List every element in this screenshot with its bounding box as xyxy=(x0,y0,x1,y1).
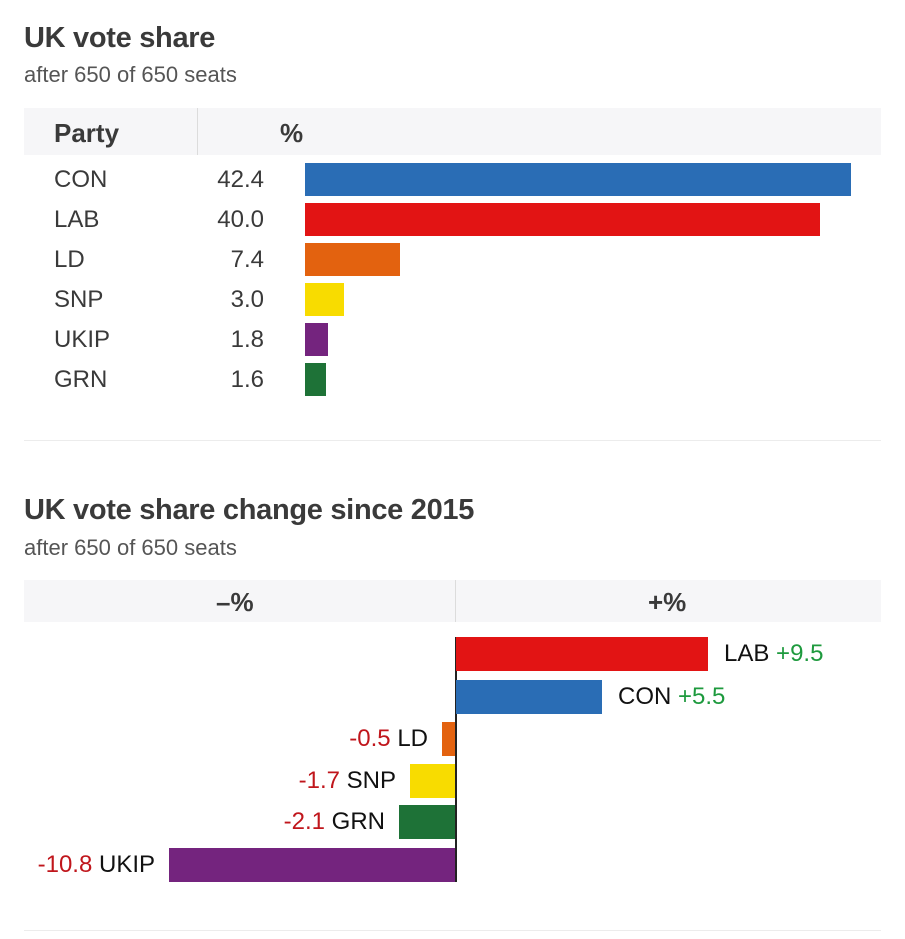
change-label: -10.8 UKIP xyxy=(38,848,155,882)
party-column-header: Party xyxy=(54,118,120,148)
change-value: -1.7 xyxy=(298,767,340,794)
change-bar-grn xyxy=(399,805,455,839)
change-bar-con xyxy=(456,680,602,714)
vote-share-title: UK vote share xyxy=(24,22,216,54)
bar-con xyxy=(305,163,851,196)
change-label: -2.1 GRN xyxy=(284,805,385,839)
section-divider xyxy=(24,440,881,441)
change-value: -0.5 xyxy=(349,725,391,752)
party-label: SNP xyxy=(54,286,104,313)
table-row: GRN 1.6 xyxy=(0,363,905,403)
change-value: -10.8 xyxy=(37,851,93,878)
change-party: GRN xyxy=(331,808,385,835)
positive-column-header: +% xyxy=(648,587,687,617)
change-bar-ukip xyxy=(169,848,455,882)
party-value: 42.4 xyxy=(217,166,264,193)
change-party: LAB xyxy=(724,640,770,667)
party-value: 40.0 xyxy=(217,206,264,233)
vote-share-subtitle: after 650 of 650 seats xyxy=(24,62,237,87)
bar-ld xyxy=(305,243,400,276)
change-bar-lab xyxy=(456,637,708,671)
party-value: 1.8 xyxy=(230,326,264,353)
change-label: CON +5.5 xyxy=(618,680,725,714)
party-label: UKIP xyxy=(54,326,111,353)
party-label: LAB xyxy=(54,206,100,233)
change-label: LAB +9.5 xyxy=(724,637,823,671)
negative-column-header: –% xyxy=(216,587,254,617)
party-label: CON xyxy=(54,166,108,193)
zero-axis-line xyxy=(455,637,457,882)
percent-column-header: % xyxy=(280,118,304,148)
change-value: +9.5 xyxy=(776,640,824,667)
header-divider xyxy=(455,580,456,622)
bar-grn xyxy=(305,363,326,396)
party-label: GRN xyxy=(54,366,108,393)
table-row: LD 7.4 xyxy=(0,243,905,283)
change-row: -10.8 UKIP xyxy=(0,848,905,882)
change-party: CON xyxy=(618,683,672,710)
vote-change-subtitle: after 650 of 650 seats xyxy=(24,535,237,560)
vote-change-table-header: –% +% xyxy=(24,580,881,622)
change-row: -2.1 GRN xyxy=(0,805,905,839)
vote-share-table-header: Party % xyxy=(24,108,881,155)
header-divider xyxy=(197,108,198,155)
table-row: UKIP 1.8 xyxy=(0,323,905,363)
party-value: 7.4 xyxy=(230,246,264,273)
change-value: -2.1 xyxy=(283,808,325,835)
change-row: CON +5.5 xyxy=(0,680,905,714)
party-value: 1.6 xyxy=(230,366,264,393)
change-label: -1.7 SNP xyxy=(299,764,396,798)
change-row: -1.7 SNP xyxy=(0,764,905,798)
change-bar-ld xyxy=(442,722,455,756)
bottom-divider xyxy=(24,930,881,931)
bar-snp xyxy=(305,283,344,316)
change-row: -0.5 LD xyxy=(0,722,905,756)
vote-change-title: UK vote share change since 2015 xyxy=(24,494,475,526)
bar-ukip xyxy=(305,323,328,356)
change-label: -0.5 LD xyxy=(349,722,428,756)
bar-lab xyxy=(305,203,820,236)
party-label: LD xyxy=(54,246,85,273)
table-row: LAB 40.0 xyxy=(0,203,905,243)
party-value: 3.0 xyxy=(230,286,264,313)
change-value: +5.5 xyxy=(678,683,726,710)
change-bar-snp xyxy=(410,764,455,798)
change-party: LD xyxy=(397,725,428,752)
change-party: UKIP xyxy=(98,851,155,878)
table-row: SNP 3.0 xyxy=(0,283,905,323)
table-row: CON 42.4 xyxy=(0,163,905,203)
change-party: SNP xyxy=(346,767,396,794)
change-row: LAB +9.5 xyxy=(0,637,905,671)
